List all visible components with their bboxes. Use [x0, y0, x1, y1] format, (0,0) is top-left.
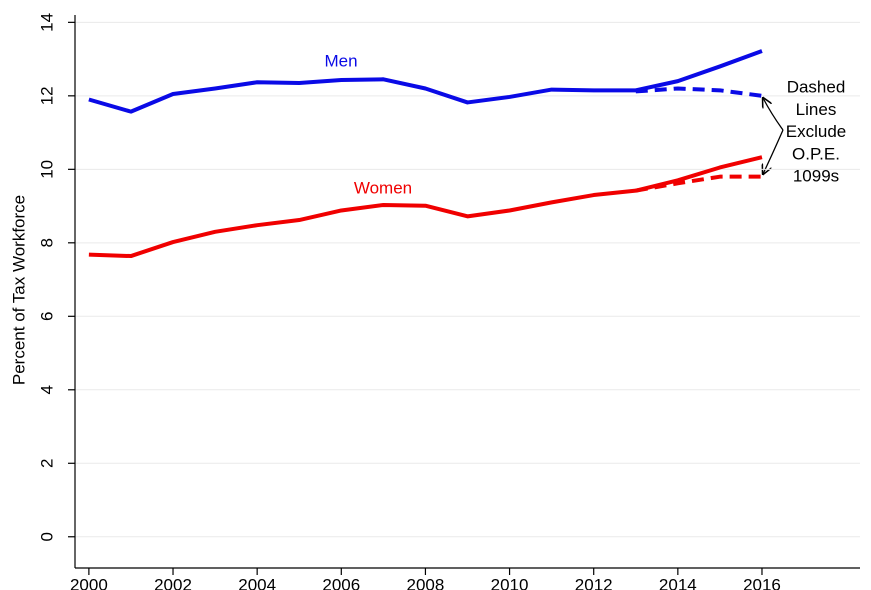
series-label: Women	[354, 178, 412, 197]
x-tick-label: 2012	[575, 575, 613, 590]
y-tick-label: 10	[37, 160, 56, 179]
annotation: O.P.E.	[792, 144, 840, 163]
y-axis-label: Percent of Tax Workforce	[9, 195, 28, 385]
annotation: 1099s	[793, 167, 839, 186]
y-tick-label: 8	[37, 238, 56, 247]
x-tick-label: 2014	[659, 575, 697, 590]
series-line	[635, 174, 762, 193]
series-line	[88, 155, 763, 259]
series-line	[88, 49, 763, 114]
x-tick-label: 2000	[70, 575, 108, 590]
annotation-arrow	[763, 129, 784, 174]
y-tick-label: 12	[37, 86, 56, 105]
y-tick-label: 14	[37, 13, 56, 32]
x-tick-label: 2008	[407, 575, 445, 590]
series-line	[635, 86, 763, 98]
annotation: Exclude	[786, 122, 846, 141]
y-tick-label: 4	[37, 385, 56, 394]
x-tick-label: 2006	[322, 575, 360, 590]
x-tick-label: 2004	[238, 575, 276, 590]
y-tick-label: 0	[37, 532, 56, 541]
x-tick-label: 2010	[491, 575, 529, 590]
y-tick-label: 2	[37, 459, 56, 468]
x-tick-label: 2002	[154, 575, 192, 590]
annotation: Lines	[796, 100, 837, 119]
series-label: Men	[324, 51, 357, 70]
y-tick-label: 6	[37, 312, 56, 321]
annotation: Dashed	[787, 77, 846, 96]
x-tick-label: 2016	[743, 575, 781, 590]
annotation-arrow	[763, 98, 784, 131]
